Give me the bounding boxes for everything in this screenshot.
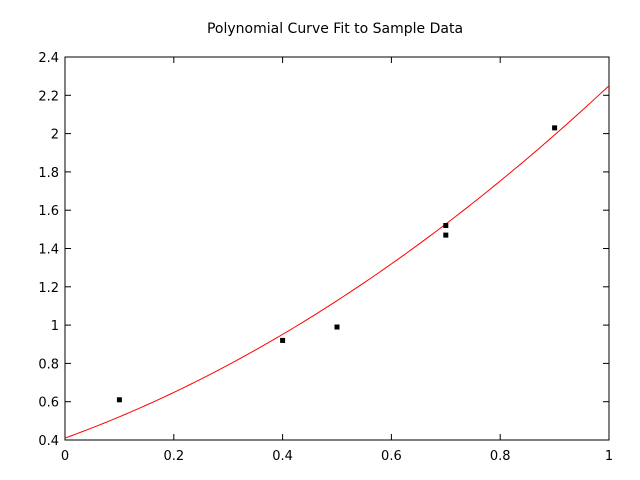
x-tick-label: 0.8 xyxy=(490,449,511,464)
y-tick-label: 1 xyxy=(51,319,59,334)
data-point xyxy=(552,125,558,131)
y-tick-label: 2.4 xyxy=(38,51,59,66)
x-tick-label: 0 xyxy=(61,449,69,464)
data-point xyxy=(443,232,449,238)
x-tick-label: 0.6 xyxy=(381,449,402,464)
plot-border xyxy=(64,56,610,441)
y-tick-label: 2.2 xyxy=(38,89,59,104)
x-tick-label: 0.2 xyxy=(163,449,184,464)
y-tick-label: 0.6 xyxy=(38,396,59,411)
data-point xyxy=(443,223,449,229)
y-axis: 0.4 0.6 0.8 1 1.2 1.4 1.6 1.8 2 2.2 2.4 xyxy=(38,51,609,449)
y-tick-label: 2 xyxy=(51,128,59,143)
y-tick-label: 1.2 xyxy=(38,281,59,296)
y-tick-label: 1.4 xyxy=(38,243,59,258)
data-point xyxy=(116,397,122,403)
x-tick-label: 0.4 xyxy=(272,449,293,464)
y-tick-label: 0.4 xyxy=(38,434,59,449)
fit-curve-layer xyxy=(64,85,610,439)
chart-title: Polynomial Curve Fit to Sample Data xyxy=(207,21,463,37)
x-axis: 0 0.2 0.4 0.6 0.8 1 xyxy=(61,57,613,464)
fit-curve-line xyxy=(64,85,610,439)
data-point xyxy=(280,337,286,343)
y-tick-label: 1.6 xyxy=(38,204,59,219)
plot-frame xyxy=(64,56,610,441)
x-tick-label: 1 xyxy=(605,449,613,464)
y-tick-label: 0.8 xyxy=(38,357,59,372)
y-tick-label: 1.8 xyxy=(38,166,59,181)
data-points-layer xyxy=(116,125,558,403)
data-point xyxy=(334,324,340,330)
